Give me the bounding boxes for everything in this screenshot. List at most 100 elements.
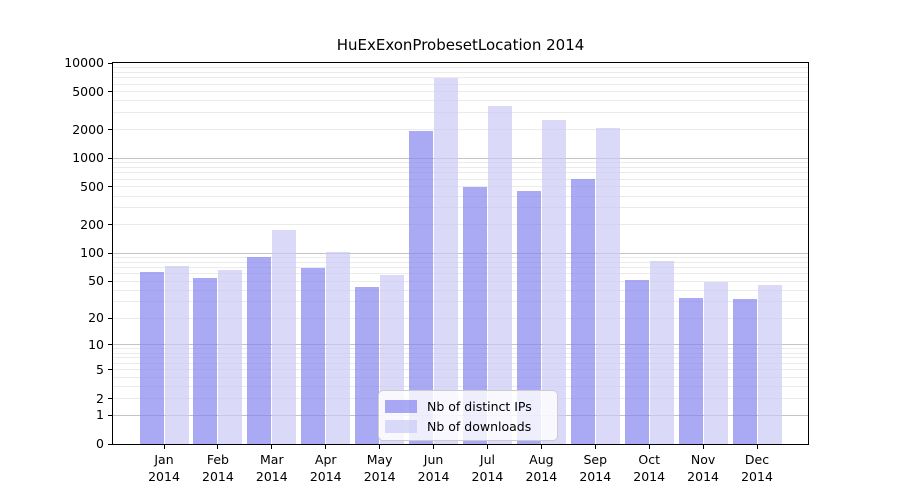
y-tick [108, 414, 113, 416]
gridline-minor [113, 129, 808, 131]
x-tick-label-line: Jun [423, 452, 444, 467]
gridline-minor [113, 280, 808, 282]
gridline-minor [113, 207, 808, 209]
gridline-minor [113, 261, 808, 263]
gridline-minor [113, 301, 808, 303]
x-tick-label-line: Oct [638, 452, 660, 467]
gridline-minor [113, 162, 808, 164]
x-tick-label-line: 2014 [525, 468, 558, 484]
gridline-minor [113, 172, 808, 174]
bar-distinct-ips [193, 277, 217, 444]
y-tick [108, 62, 113, 64]
x-tick-label: Jan 2014 [137, 452, 191, 485]
x-tick [540, 445, 542, 449]
y-tick [108, 344, 113, 346]
gridline-minor [113, 71, 808, 73]
x-tick-label: Apr 2014 [299, 452, 353, 485]
x-tick [217, 445, 219, 449]
y-tick [108, 317, 113, 319]
bar-downloads [488, 106, 512, 444]
bar-distinct-ips [301, 268, 325, 444]
gridline-minor [113, 273, 808, 275]
x-tick-label: Jun 2014 [407, 452, 461, 485]
y-tick [108, 280, 113, 282]
bar-distinct-ips [733, 299, 757, 444]
x-tick [271, 445, 273, 449]
y-tick-label: 5000 [72, 83, 104, 99]
x-tick [486, 445, 488, 449]
x-tick-label: Feb 2014 [191, 452, 245, 485]
x-tick-label: Nov 2014 [676, 452, 730, 485]
x-tick [594, 445, 596, 449]
gridline-major [113, 344, 808, 346]
x-tick-label: Sep 2014 [568, 452, 622, 485]
legend-item-downloads: Nb of downloads [385, 416, 557, 436]
x-tick-label: Dec 2014 [730, 452, 784, 485]
x-tick-label-line: 2014 [633, 468, 666, 484]
x-tick [325, 445, 327, 449]
y-tick-label: 2 [96, 390, 104, 406]
gridline-minor [113, 363, 808, 364]
gridline-minor [113, 66, 808, 68]
x-tick-label-line: 2014 [363, 468, 396, 484]
x-tick-label-line: 2014 [148, 468, 180, 484]
x-tick [648, 445, 650, 449]
grid-layer [113, 63, 808, 444]
y-tick [108, 129, 113, 131]
x-tick-label-line: 2014 [741, 468, 773, 484]
bar-distinct-ips [679, 298, 703, 444]
gridline-minor [113, 91, 808, 93]
y-tick [108, 252, 113, 254]
y-tick [108, 443, 113, 445]
x-tick [379, 445, 381, 449]
gridline-minor [113, 376, 808, 378]
gridline-minor [113, 178, 808, 180]
y-tick [108, 91, 113, 93]
bar-downloads [272, 230, 296, 444]
y-tick-label: 10000 [64, 55, 104, 70]
x-tick-label-line: 2014 [255, 468, 288, 484]
gridline-minor [113, 112, 808, 114]
gridline-minor [113, 186, 808, 188]
gridline-minor [113, 386, 808, 388]
plot-area: Nb of distinct IPs Nb of downloads [112, 62, 809, 445]
x-tick [756, 445, 758, 449]
gridline-major [113, 157, 808, 159]
legend-label-distinct-ips: Nb of distinct IPs [427, 398, 532, 414]
x-tick-label: Mar 2014 [245, 452, 299, 485]
y-tick [108, 157, 113, 159]
bar-downloads [650, 260, 674, 444]
gridline-minor [113, 369, 808, 371]
y-tick-label: 200 [80, 216, 104, 232]
x-tick-label: May 2014 [353, 452, 407, 485]
gridline-minor [113, 166, 808, 168]
bar-distinct-ips [355, 286, 379, 444]
bar-downloads [704, 282, 728, 444]
x-tick-label-line: May [366, 452, 393, 467]
y-tick-label: 0 [96, 436, 104, 451]
x-tick-label-line: 2014 [202, 468, 234, 484]
y-tick-label: 10 [88, 336, 104, 352]
x-tick-label-line: Apr [314, 452, 337, 467]
x-tick-label-line: 2014 [309, 468, 342, 484]
gridline-minor [113, 256, 808, 258]
bar-downloads [758, 284, 782, 444]
x-tick-label-line: 2014 [579, 468, 612, 484]
bar-distinct-ips [571, 179, 595, 444]
bar-downloads [165, 266, 189, 444]
y-tick [108, 186, 113, 188]
bar-downloads [326, 251, 350, 444]
x-tick-label-line: Feb [206, 452, 229, 467]
bar-distinct-ips [140, 272, 164, 444]
bar-downloads [596, 128, 620, 444]
y-tick-label: 50 [88, 273, 104, 289]
x-tick-label-line: Aug [529, 452, 554, 467]
gridline-minor [113, 83, 808, 85]
gridline-minor [113, 195, 808, 197]
legend-label-downloads: Nb of downloads [427, 418, 532, 434]
gridline-minor [113, 317, 808, 319]
x-tick-label-line: Jan [154, 452, 174, 467]
legend-item-distinct-ips: Nb of distinct IPs [385, 396, 557, 416]
